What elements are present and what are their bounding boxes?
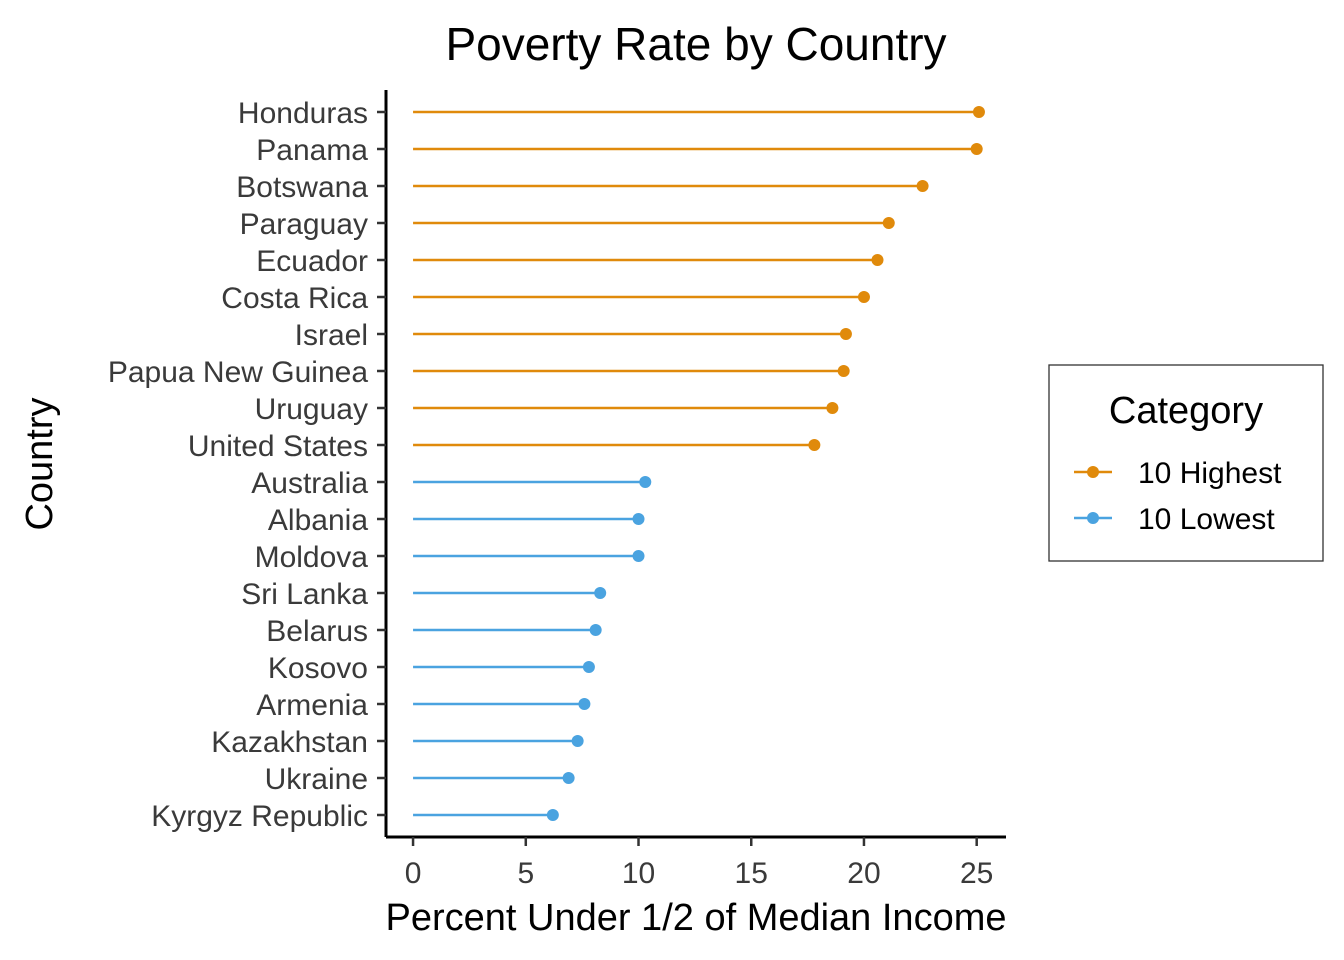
plot-area — [413, 106, 985, 821]
y-tick-label: Moldova — [255, 541, 369, 574]
y-tick-label: United States — [188, 430, 368, 463]
y-tick-label: Botswana — [236, 171, 368, 204]
lollipop — [413, 180, 929, 192]
lollipop-point — [632, 550, 645, 562]
y-tick-label: Kosovo — [268, 652, 368, 685]
lollipop — [413, 809, 559, 821]
legend: Category 10 Highest 10 Lowest — [1048, 364, 1324, 562]
x-tick-label: 5 — [517, 857, 534, 890]
lollipop-point — [571, 735, 584, 747]
y-tick-label: Kazakhstan — [211, 726, 368, 759]
legend-box — [1048, 364, 1324, 562]
legend-label: 10 Lowest — [1138, 503, 1275, 536]
y-tick-label: Ukraine — [265, 763, 368, 796]
y-tick-label: Albania — [268, 504, 368, 537]
lollipop-point — [871, 254, 884, 266]
lollipop-point — [808, 439, 821, 451]
legend-entry: 10 Lowest — [1074, 503, 1275, 536]
y-tick-label: Papua New Guinea — [108, 356, 368, 389]
y-tick-label: Honduras — [238, 97, 368, 130]
lollipop-point — [589, 624, 602, 636]
lollipop — [413, 365, 850, 377]
lollipop — [413, 735, 584, 747]
x-axis-title: Percent Under 1/2 of Median Income — [385, 897, 1006, 939]
lollipop — [413, 143, 983, 155]
lollipop-point — [839, 328, 852, 340]
lollipop — [413, 550, 645, 562]
x-tick-label: 0 — [405, 857, 422, 890]
legend-title: Category — [1109, 390, 1263, 432]
legend-key-point — [1087, 512, 1099, 524]
y-tick-label: Israel — [295, 319, 368, 352]
y-tick-label: Costa Rica — [221, 282, 368, 315]
lollipop-point — [970, 143, 983, 155]
lollipop — [413, 698, 591, 710]
lollipop-point — [546, 809, 559, 821]
lollipop-point — [882, 217, 895, 229]
lollipop — [413, 624, 602, 636]
x-tick-label: 25 — [960, 857, 993, 890]
y-tick-label: Paraguay — [240, 208, 368, 241]
lollipop — [413, 328, 852, 340]
lollipop-point — [916, 180, 929, 192]
x-axis-ticks: 0 5 10 15 20 25 — [405, 837, 993, 890]
lollipop — [413, 772, 575, 784]
x-tick-label: 20 — [847, 857, 880, 890]
y-tick-label: Belarus — [266, 615, 368, 648]
y-tick-label: Kyrgyz Republic — [151, 800, 368, 833]
lollipop-point — [639, 476, 652, 488]
lollipop-point — [582, 661, 595, 673]
x-tick-label: 15 — [735, 857, 768, 890]
y-tick-label: Sri Lanka — [241, 578, 368, 611]
legend-entry: 10 Highest — [1074, 457, 1282, 490]
y-tick-label: Ecuador — [256, 245, 368, 278]
x-tick-label: 10 — [622, 857, 655, 890]
lollipop-point — [578, 698, 591, 710]
y-tick-label: Australia — [251, 467, 368, 500]
chart-title: Poverty Rate by Country — [445, 18, 946, 70]
lollipop — [413, 439, 821, 451]
lollipop — [413, 291, 870, 303]
y-tick-label: Uruguay — [255, 393, 368, 426]
lollipop — [413, 106, 985, 118]
lollipop-point — [837, 365, 850, 377]
lollipop-point — [594, 587, 607, 599]
lollipop-point — [972, 106, 985, 118]
y-tick-label: Panama — [256, 134, 368, 167]
y-axis-title: Country — [19, 397, 61, 530]
lollipop — [413, 217, 895, 229]
legend-entries: 10 Highest 10 Lowest — [1074, 457, 1282, 536]
legend-key-point — [1087, 466, 1099, 478]
lollipop — [413, 587, 607, 599]
lollipop — [413, 254, 884, 266]
legend-label: 10 Highest — [1138, 457, 1282, 490]
y-axis-ticks: Honduras Panama Botswana Paraguay Ecuador Cos… — [108, 97, 386, 833]
lollipop-point — [562, 772, 575, 784]
lollipop — [413, 661, 595, 673]
lollipop — [413, 476, 652, 488]
lollipop-point — [857, 291, 870, 303]
lollipop — [413, 402, 839, 414]
y-tick-label: Armenia — [256, 689, 368, 722]
lollipop — [413, 513, 645, 525]
lollipop-point — [632, 513, 645, 525]
lollipop-point — [826, 402, 839, 414]
